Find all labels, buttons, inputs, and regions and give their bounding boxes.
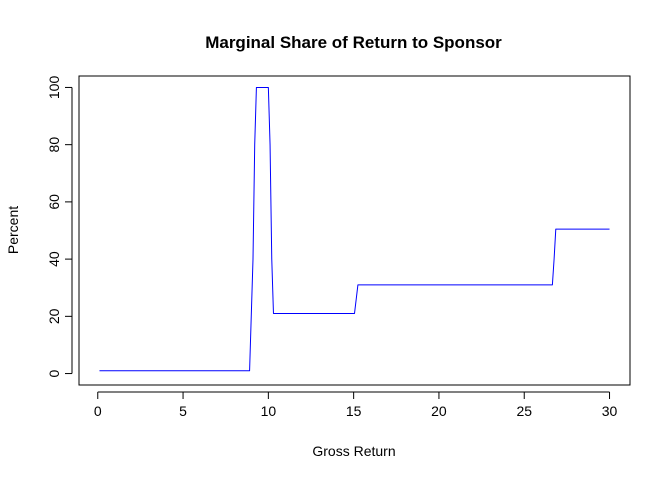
x-tick-label: 10 [261,403,277,419]
y-tick-label: 40 [46,251,62,267]
plot-frame [78,75,631,386]
x-tick-label: 15 [346,403,362,419]
x-tick-label: 20 [431,403,447,419]
y-tick-label: 80 [46,137,62,153]
y-tick-label: 100 [46,76,62,100]
x-axis-label: Gross Return [312,443,395,459]
y-tick-label: 0 [46,369,62,377]
x-tick-label: 0 [94,403,102,419]
x-tick-label: 30 [602,403,618,419]
x-axis: 0 5 10 15 20 25 30 [94,391,618,419]
series-line [99,86,610,372]
y-tick-label: 20 [46,308,62,324]
y-tick-label: 60 [46,194,62,210]
x-tick-label: 25 [516,403,532,419]
y-axis-label: Percent [5,206,21,254]
x-tick-label: 5 [179,403,187,419]
series-layer [99,86,610,372]
y-axis: 0 20 40 60 80 100 [46,76,73,377]
chart-title: Marginal Share of Return to Sponsor [205,33,502,52]
